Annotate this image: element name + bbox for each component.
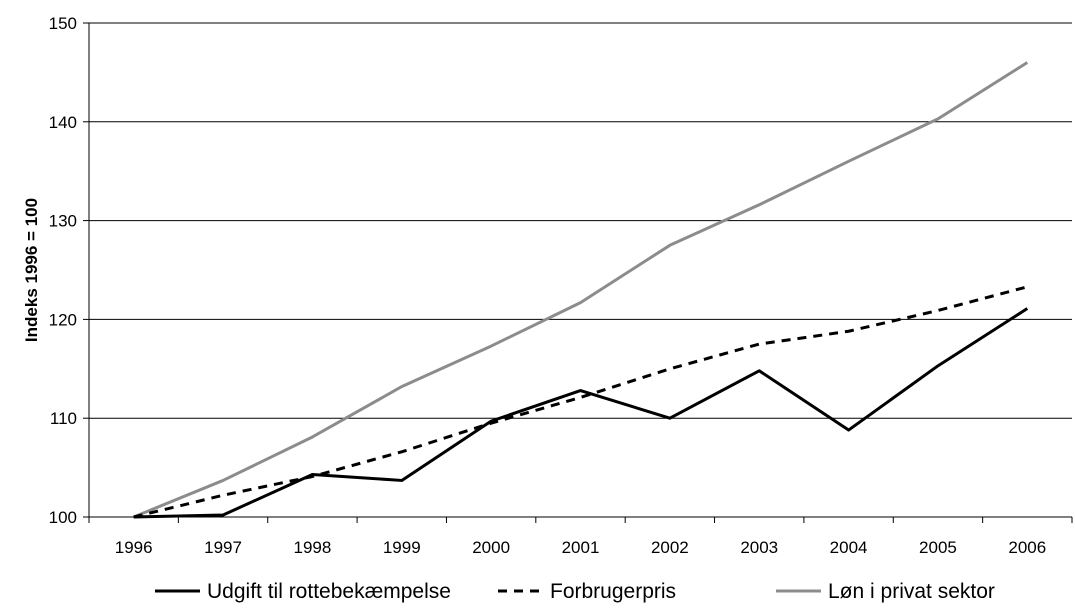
x-tick-label: 2002 bbox=[651, 538, 689, 557]
y-tick-label: 100 bbox=[49, 508, 77, 527]
legend-label-0: Udgift til rottebekæmpelse bbox=[207, 580, 451, 603]
x-tick-label: 2000 bbox=[472, 538, 510, 557]
x-tick-label: 1999 bbox=[383, 538, 421, 557]
y-tick-label: 150 bbox=[49, 14, 77, 33]
axes bbox=[83, 22, 1073, 523]
legend-label-2: Løn i privat sektor bbox=[828, 580, 995, 603]
series-line-1 bbox=[133, 285, 1028, 519]
gridlines bbox=[89, 22, 1072, 419]
y-tick-label: 140 bbox=[49, 113, 77, 132]
x-tick-label: 1998 bbox=[293, 538, 331, 557]
legend-label-1: Forbrugerpris bbox=[550, 580, 676, 603]
x-tick-label: 2006 bbox=[1008, 538, 1046, 557]
series-line-0 bbox=[133, 307, 1029, 519]
x-tick-label: 2005 bbox=[919, 538, 957, 557]
y-tick-labels: 100 110 120 130 140 150 bbox=[49, 14, 77, 527]
x-tick-label: 1997 bbox=[204, 538, 242, 557]
y-tick-label: 130 bbox=[49, 212, 77, 231]
series-lines bbox=[133, 61, 1029, 519]
x-tick-labels: 1996 1997 1998 1999 2000 2001 2002 2003 2004 2005… bbox=[115, 538, 1046, 557]
x-tick-label: 2001 bbox=[562, 538, 600, 557]
legend: Udgift til rottebekæmpelse Forbrugerpris L… bbox=[155, 580, 995, 603]
series-line-2 bbox=[133, 61, 1029, 519]
x-tick-label: 2003 bbox=[740, 538, 778, 557]
y-tick-label: 120 bbox=[49, 310, 77, 329]
y-tick-label: 110 bbox=[50, 409, 77, 428]
x-tick-label: 2004 bbox=[830, 538, 868, 557]
y-axis-title: Indeks 1996 = 100 bbox=[22, 198, 41, 342]
x-tick-label: 1996 bbox=[115, 538, 153, 557]
